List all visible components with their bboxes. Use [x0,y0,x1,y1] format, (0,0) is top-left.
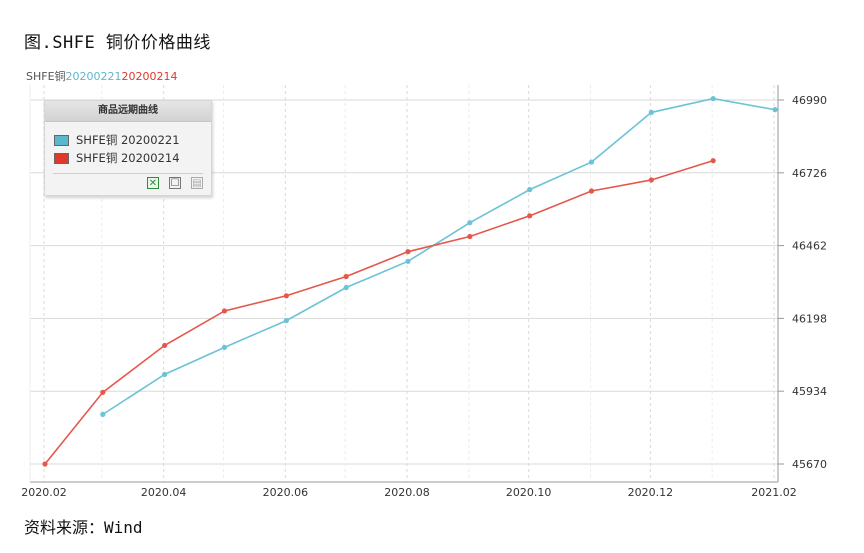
x-tick-label-6: 2021.02 [751,486,797,499]
legend-panel[interactable]: 商品远期曲线 SHFE铜 20200221 SHFE铜 20200214 ✕ ☐… [44,100,212,196]
series1-point-5 [405,258,411,264]
series1-point-0 [100,411,106,417]
legend-swatch-series1 [54,134,69,146]
series1-point-11 [772,107,778,113]
series2-point-11 [710,158,716,164]
figure-title: 图.SHFE 铜价价格曲线 [24,33,211,53]
legend-item-series2[interactable]: SHFE铜 20200214 [45,149,211,167]
legend-header[interactable]: 商品远期曲线 [45,101,211,122]
series2-point-4 [283,293,289,299]
series1-point-1 [162,371,168,377]
legend-swatch-series2 [54,152,69,164]
series2-point-6 [405,249,411,255]
legend-divider [53,173,203,174]
x-tick-label-2: 2020.06 [263,486,309,499]
series2-date-label: 20200214 [121,70,178,83]
chart-axes [29,85,784,483]
pdf-export-icon[interactable]: ▤ [191,177,203,189]
series2-point-2 [162,342,168,349]
x-tick-label-3: 2020.08 [384,486,430,499]
series2-point-0 [42,461,48,467]
source-note: 资料来源：Wind [24,518,143,537]
x-tick-label-0: 2020.02 [21,486,67,499]
series1-point-2 [221,344,228,350]
series1-point-7 [527,187,533,193]
x-tick-label-1: 2020.04 [141,486,187,499]
series1-point-6 [467,220,473,226]
legend-label-series2: SHFE铜 20200214 [76,151,180,165]
y-tick-label-2: 46198 [792,312,827,325]
series1-point-8 [588,159,595,165]
legend-toolbar: ✕ ☐ ▤ [147,177,203,189]
chart-tick-labels: 45670 45934 46198 46462 46726 46990 2020.02 202… [21,94,827,499]
series2-point-8 [527,213,533,219]
y-tick-label-4: 46726 [792,167,827,180]
legend-item-series1[interactable]: SHFE铜 20200221 [45,131,211,149]
legend-label-series1: SHFE铜 20200221 [76,133,180,147]
series-line-1 [102,97,776,416]
y-tick-label-1: 45934 [792,385,827,398]
series2-point-10 [648,177,654,183]
x-tick-label-4: 2020.10 [506,486,552,499]
series2-point-9 [588,188,595,194]
series2-point-1 [100,389,106,395]
series2-point-7 [467,233,473,240]
y-tick-label-5: 46990 [792,94,827,107]
series2-point-5 [343,273,349,280]
series1-point-9 [648,109,654,116]
series2-point-3 [221,308,228,314]
chart-series [42,96,778,467]
excel-export-icon[interactable]: ✕ [147,177,159,189]
series-prefix: SHFE铜 [26,70,66,83]
y-tick-label-0: 45670 [792,458,827,471]
series-summary-line: SHFE铜2020022120200214 [26,68,178,84]
series1-point-3 [283,318,289,324]
series1-point-4 [343,284,349,291]
series-line-2 [44,159,714,465]
series1-date-label: 20200221 [65,70,122,83]
series1-point-10 [710,96,716,102]
x-tick-label-5: 2020.12 [628,486,674,499]
image-export-icon[interactable]: ☐ [169,177,181,189]
y-tick-label-3: 46462 [792,240,827,253]
